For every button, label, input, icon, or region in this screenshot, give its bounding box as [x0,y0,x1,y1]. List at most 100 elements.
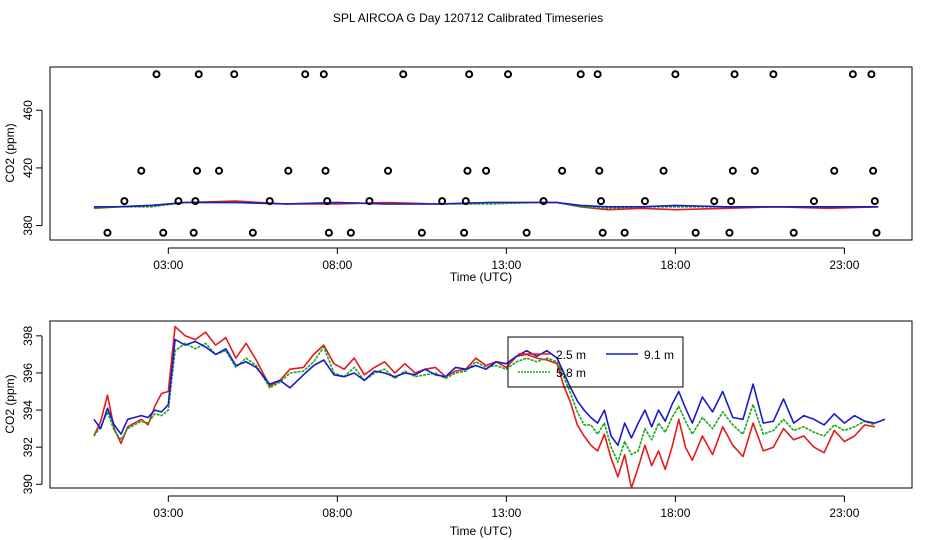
top-y-axis-label: CO2 (ppm) [3,123,17,182]
sample-marker [593,70,602,79]
sample-marker [769,70,778,79]
sample-marker [284,166,293,175]
sample-marker [120,197,129,206]
sample-marker [576,70,585,79]
bottom-y-tick-label: 394 [21,400,35,420]
sample-marker [725,228,734,237]
sample-marker [301,70,310,79]
sample-marker [319,70,328,79]
figure-title: SPL AIRCOA G Day 120712 Calibrated Times… [333,11,603,25]
sample-marker [809,197,818,206]
sample-marker [384,166,393,175]
legend: 2.5 m 9.1 m 5.8 m [507,336,684,388]
top-y-axis: 380 420 460 [21,100,43,236]
top-y-tick-label: 380 [21,215,35,235]
top-y-tick-label: 420 [21,158,35,178]
sample-marker [789,228,798,237]
sample-marker [463,166,472,175]
sample-marker [870,197,879,206]
bottom-y-axis: 390 392 394 396 398 [21,326,43,494]
sample-marker [869,166,878,175]
series-line-2-5-m [93,325,875,489]
top-x-tick-label: 13:00 [491,258,521,272]
bottom-y-tick-label: 390 [21,474,35,494]
sample-marker [103,228,112,237]
sample-marker [215,166,224,175]
sample-marker [324,228,333,237]
sample-marker [191,197,200,206]
sample-marker [504,70,513,79]
sample-marker [417,228,426,237]
top-series-lines [93,200,879,211]
legend-label-9-1m: 9.1 m [644,348,674,362]
top-sample-markers [103,70,881,237]
sample-marker [659,166,668,175]
sample-marker [152,70,161,79]
sample-marker [321,166,330,175]
sample-marker [461,197,470,206]
bottom-x-tick-label: 23:00 [829,506,859,520]
sample-marker [640,197,649,206]
sample-marker [346,228,355,237]
top-x-tick-label: 18:00 [660,258,690,272]
co2-timeseries-panel: 03:00 08:00 13:00 18:00 23:00 39039239439639… [3,320,913,538]
top-plot-frame [49,66,913,241]
sample-marker [265,197,274,206]
sample-marker [230,70,239,79]
sample-marker [159,228,168,237]
sample-marker [691,228,700,237]
sample-marker [482,166,491,175]
legend-label-5-8m: 5.8 m [556,366,586,380]
sample-marker [867,70,876,79]
top-y-tick-label: 460 [21,100,35,120]
sample-marker [830,166,839,175]
sample-marker [194,70,203,79]
top-x-tick-label: 08:00 [322,258,352,272]
legend-label-2-5m: 2.5 m [556,348,586,362]
bottom-y-tick-label: 392 [21,437,35,457]
bottom-y-tick-label: 396 [21,363,35,383]
bottom-series-lines [93,325,886,489]
series-line-9-1-m [93,338,886,447]
co2-scatter-panel: 03:00 08:00 13:00 18:00 23:00 380 420 460 Time… [3,66,913,284]
sample-marker [460,228,469,237]
bottom-x-tick-label: 18:00 [660,506,690,520]
top-x-axis: 03:00 08:00 13:00 18:00 23:00 [153,247,860,272]
series-line-5-8-m [93,342,876,463]
sample-marker [872,228,881,237]
bottom-y-tick-label: 398 [21,326,35,346]
sample-marker [174,197,183,206]
sample-marker [438,197,447,206]
sample-marker [522,228,531,237]
sample-marker [193,166,202,175]
sample-marker [595,166,604,175]
top-x-tick-label: 03:00 [153,258,183,272]
sample-marker [189,228,198,237]
sample-marker [710,197,719,206]
sample-marker [597,197,606,206]
sample-marker [620,228,629,237]
sample-marker [365,197,374,206]
sample-marker [137,166,146,175]
sample-marker [465,70,474,79]
legend-box [507,336,684,388]
sample-marker [399,70,408,79]
top-x-axis-label: Time (UTC) [450,270,512,284]
bottom-x-tick-label: 13:00 [491,506,521,520]
sample-marker [730,70,739,79]
sample-marker [539,197,548,206]
sample-marker [248,228,257,237]
sample-marker [671,70,680,79]
sample-marker [323,197,332,206]
sample-marker [848,70,857,79]
bottom-x-axis-label: Time (UTC) [450,524,512,538]
sample-marker [728,166,737,175]
bottom-x-tick-label: 03:00 [153,506,183,520]
sample-marker [750,166,759,175]
bottom-x-tick-label: 08:00 [322,506,352,520]
bottom-y-axis-label: CO2 (ppm) [3,374,17,433]
bottom-plot-frame [49,320,913,489]
sample-marker [727,197,736,206]
sample-marker [558,166,567,175]
